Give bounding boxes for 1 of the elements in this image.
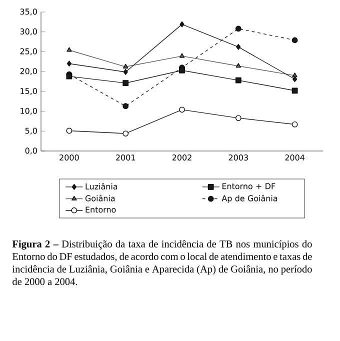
- text: Figura 2 – Distribuição da taxa de incidência de TB nos municípios do Entorno do DF estudados, de acordo com o local de atendimento e taxas de incidência de Luziânia, Goiânia e Aparecida (Ap) de Goiânia, no período de 2000 a 2004.: [12, 240, 312, 286]
